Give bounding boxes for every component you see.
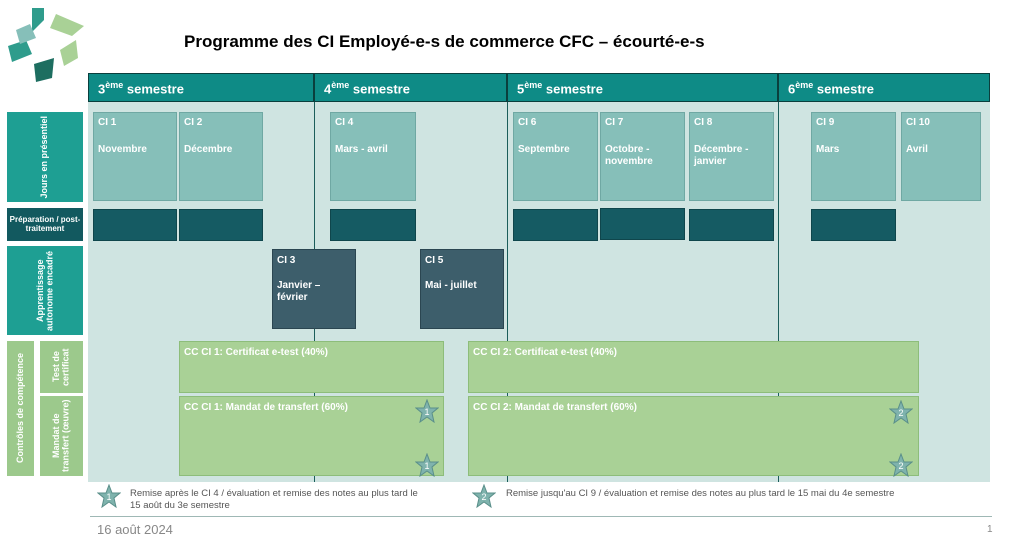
ci-block: CI 4 Mars - avril — [330, 112, 416, 201]
semester-divider — [778, 101, 779, 482]
ci-block: CI 7 Octobre - novembre — [600, 112, 685, 201]
prep-block — [330, 209, 416, 241]
star-2-icon: 2 — [888, 399, 914, 425]
cc-mandat-block: CC CI 2: Mandat de transfert (60%) — [468, 396, 919, 476]
semester-header-6: 6ème semestre — [778, 73, 990, 102]
prep-block — [179, 209, 263, 241]
footer-date: 16 août 2024 — [97, 522, 173, 537]
svg-text:1: 1 — [424, 407, 429, 417]
cc-test-block: CC CI 2: Certificat e-test (40%) — [468, 341, 919, 393]
legend-star-2-icon: 2 — [471, 483, 497, 509]
star-1-icon: 1 — [414, 452, 440, 478]
legend-item-1: Remise après le CI 4 / évaluation et rem… — [130, 488, 418, 512]
prep-block — [689, 209, 774, 241]
footer-divider — [90, 516, 992, 517]
prep-block — [811, 209, 896, 241]
page-title: Programme des CI Employé-e-s de commerce… — [184, 32, 705, 51]
ci-block: CI 8 Décembre - janvier — [689, 112, 774, 201]
ci-block: CI 9 Mars — [811, 112, 896, 201]
page-number: 1 — [987, 524, 993, 535]
row-label-competence: Contrôles de compétence — [7, 341, 34, 476]
prep-block — [93, 209, 177, 241]
cc-mandat-block: CC CI 1: Mandat de transfert (60%) — [179, 396, 444, 476]
star-2-icon: 2 — [888, 452, 914, 478]
legend-item-2: Remise jusqu'au CI 9 / évaluation et rem… — [506, 488, 895, 499]
ci-block: CI 1 Novembre — [93, 112, 177, 201]
semester-divider — [507, 101, 508, 482]
row-label-test: Test de certificat — [40, 341, 83, 393]
row-label-mandat: Mandat de transfert (œuvre) — [40, 396, 83, 476]
row-label-presence: Jours en présentiel — [7, 112, 83, 202]
ci-block: CI 10 Avril — [901, 112, 981, 201]
row-label-autonomous: Apprentissage autonome encadré — [7, 246, 83, 335]
ci-block: CI 2 Décembre — [179, 112, 263, 201]
prep-block — [600, 208, 685, 240]
semester-header-4: 4ème semestre — [314, 73, 507, 102]
cc-test-block: CC CI 1: Certificat e-test (40%) — [179, 341, 444, 393]
logo — [8, 8, 84, 82]
semester-header-5: 5ème semestre — [507, 73, 778, 102]
row-label-prep: Préparation / post-traitement — [7, 208, 83, 241]
svg-text:2: 2 — [481, 492, 486, 502]
svg-text:1: 1 — [424, 461, 429, 471]
autonomous-block: CI 5 Mai - juillet — [420, 249, 504, 329]
svg-text:1: 1 — [106, 492, 111, 502]
star-1-icon: 1 — [414, 398, 440, 424]
svg-text:2: 2 — [898, 408, 903, 418]
semester-header-3: 3ème semestre — [88, 73, 314, 102]
legend-star-1-icon: 1 — [96, 483, 122, 509]
svg-text:2: 2 — [898, 461, 903, 471]
ci-block: CI 6 Septembre — [513, 112, 598, 201]
prep-block — [513, 209, 598, 241]
autonomous-block: CI 3 Janvier – février — [272, 249, 356, 329]
